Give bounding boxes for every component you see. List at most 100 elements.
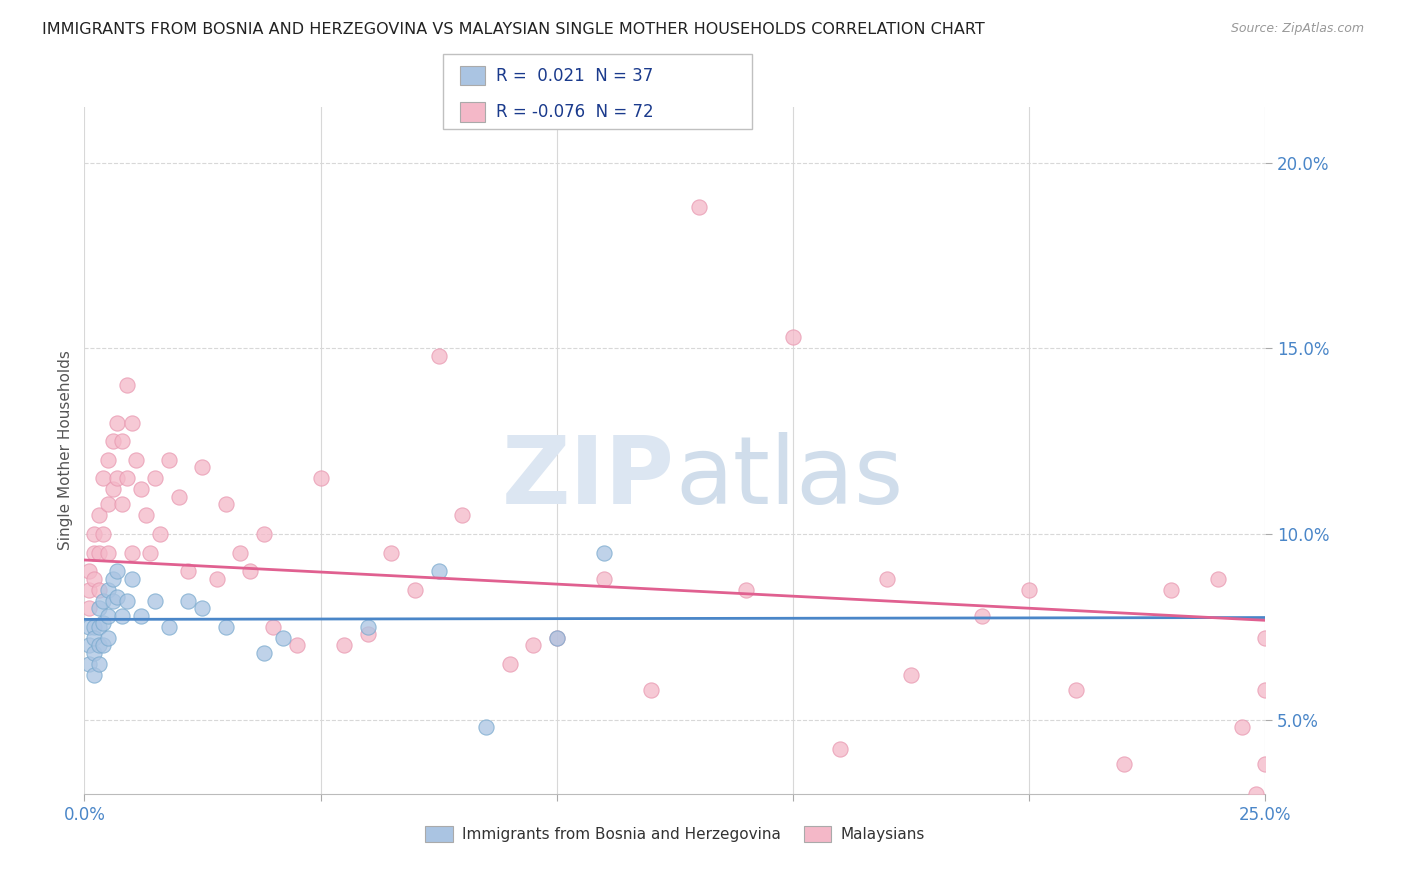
Point	[101, 434, 124, 449]
Point	[97, 582, 120, 597]
Point	[157, 452, 180, 467]
Point	[83, 527, 105, 541]
Point	[87, 639, 110, 653]
Point	[129, 483, 152, 497]
Point	[640, 682, 662, 697]
Text: IMMIGRANTS FROM BOSNIA AND HERZEGOVINA VS MALAYSIAN SINGLE MOTHER HOUSEHOLDS COR: IMMIGRANTS FROM BOSNIA AND HERZEGOVINA V…	[42, 22, 986, 37]
Point	[546, 631, 568, 645]
Point	[191, 460, 214, 475]
Point	[83, 631, 105, 645]
Point	[87, 582, 110, 597]
Point	[404, 582, 426, 597]
Legend: Immigrants from Bosnia and Herzegovina, Malaysians: Immigrants from Bosnia and Herzegovina, …	[419, 820, 931, 848]
Point	[87, 620, 110, 634]
Point	[107, 471, 129, 485]
Point	[83, 620, 105, 634]
Point	[101, 594, 124, 608]
Point	[1254, 682, 1277, 697]
Point	[111, 608, 134, 623]
Point	[177, 564, 200, 578]
Point	[1066, 682, 1088, 697]
Point	[97, 545, 120, 559]
Point	[734, 582, 756, 597]
Point	[87, 601, 110, 615]
Point	[87, 657, 110, 671]
Point	[135, 508, 157, 523]
Point	[205, 572, 228, 586]
Point	[253, 646, 276, 660]
Point	[129, 608, 152, 623]
Point	[1018, 582, 1040, 597]
Point	[475, 720, 498, 734]
Point	[139, 545, 162, 559]
Text: R = -0.076  N = 72: R = -0.076 N = 72	[496, 103, 654, 121]
Point	[111, 497, 134, 511]
Point	[688, 200, 710, 214]
Point	[215, 620, 238, 634]
Point	[97, 452, 120, 467]
Point	[143, 594, 166, 608]
Point	[830, 742, 852, 756]
Point	[876, 572, 898, 586]
Point	[451, 508, 474, 523]
Point	[1112, 757, 1135, 772]
Point	[115, 594, 138, 608]
Point	[77, 582, 100, 597]
Point	[87, 508, 110, 523]
Point	[91, 639, 114, 653]
Point	[87, 545, 110, 559]
Point	[1254, 757, 1277, 772]
Point	[157, 620, 180, 634]
Point	[101, 483, 124, 497]
Point	[1254, 797, 1277, 812]
Text: Source: ZipAtlas.com: Source: ZipAtlas.com	[1230, 22, 1364, 36]
Point	[782, 330, 804, 344]
Point	[91, 471, 114, 485]
Point	[357, 627, 380, 641]
Point	[121, 416, 143, 430]
Point	[77, 620, 100, 634]
Point	[149, 527, 172, 541]
Text: atlas: atlas	[675, 432, 903, 524]
Point	[427, 564, 450, 578]
Point	[593, 545, 616, 559]
Point	[91, 616, 114, 631]
Text: R =  0.021  N = 37: R = 0.021 N = 37	[496, 67, 654, 85]
Point	[83, 646, 105, 660]
Point	[97, 631, 120, 645]
Point	[77, 564, 100, 578]
Point	[924, 805, 946, 820]
Point	[900, 668, 922, 682]
Point	[91, 527, 114, 541]
Point	[1254, 631, 1277, 645]
Point	[111, 434, 134, 449]
Point	[333, 639, 356, 653]
Point	[97, 497, 120, 511]
Point	[77, 657, 100, 671]
Point	[167, 490, 190, 504]
Point	[107, 590, 129, 604]
Point	[125, 452, 148, 467]
Text: ZIP: ZIP	[502, 432, 675, 524]
Point	[121, 572, 143, 586]
Point	[970, 608, 993, 623]
Point	[262, 620, 284, 634]
Point	[121, 545, 143, 559]
Y-axis label: Single Mother Households: Single Mother Households	[58, 351, 73, 550]
Point	[77, 601, 100, 615]
Point	[77, 639, 100, 653]
Point	[593, 572, 616, 586]
Point	[239, 564, 262, 578]
Point	[498, 657, 520, 671]
Point	[83, 668, 105, 682]
Point	[107, 564, 129, 578]
Point	[229, 545, 252, 559]
Point	[253, 527, 276, 541]
Point	[97, 608, 120, 623]
Point	[215, 497, 238, 511]
Point	[107, 416, 129, 430]
Point	[1230, 720, 1253, 734]
Point	[91, 594, 114, 608]
Point	[115, 378, 138, 392]
Point	[285, 639, 308, 653]
